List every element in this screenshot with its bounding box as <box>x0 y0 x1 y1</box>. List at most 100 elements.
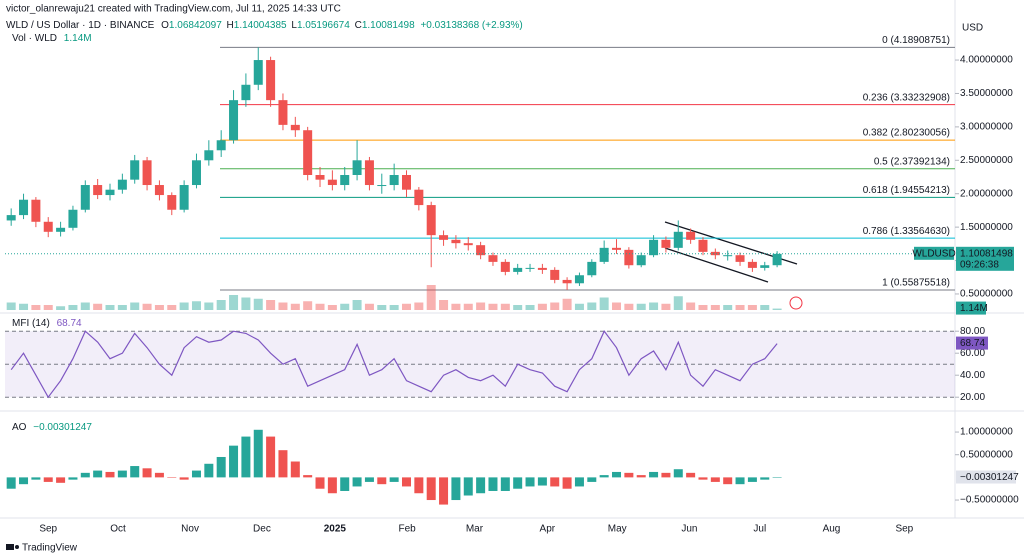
ao-bar <box>266 436 276 478</box>
volume-bar <box>340 303 350 310</box>
candle-body <box>439 235 449 240</box>
volume-bar <box>229 295 239 310</box>
candle-body <box>266 60 276 101</box>
volume-bar <box>414 302 424 310</box>
ao-bar <box>525 477 535 487</box>
y-tick-label: 40.00 <box>960 370 985 381</box>
y-tick-label: 1.50000000 <box>960 222 1013 233</box>
ao-bar <box>587 477 597 482</box>
volume-bar <box>6 302 16 310</box>
volume-bar <box>154 305 164 310</box>
x-tick-label: Feb <box>398 524 416 535</box>
ao-bar <box>463 477 473 496</box>
x-tick-label: Oct <box>110 524 126 535</box>
ao-bar <box>241 436 251 478</box>
ao-bar <box>93 470 103 478</box>
ao-bar <box>735 477 745 485</box>
volume-bar <box>698 305 708 310</box>
ao-bar <box>401 477 411 487</box>
ao-bar <box>710 477 720 482</box>
volume-bar <box>723 305 733 310</box>
volume-bar <box>191 301 201 310</box>
ao-bar <box>686 472 696 478</box>
ao-bar <box>179 477 189 480</box>
candle-body <box>426 205 436 236</box>
volume-bar <box>624 303 634 310</box>
volume-bar <box>747 305 757 310</box>
x-tick-label: Dec <box>253 524 271 535</box>
volume-bar <box>562 298 572 310</box>
candle-body <box>772 253 782 266</box>
ao-legend: AO −0.00301247 <box>12 422 92 433</box>
volume-bar <box>772 308 782 310</box>
y-tick-label: 0.50000000 <box>960 289 1013 300</box>
ao-bar <box>229 445 239 478</box>
symbol: WLD / US Dollar · 1D · BINANCE <box>6 20 155 31</box>
volume-bar <box>488 303 498 310</box>
ao-bar <box>612 471 622 478</box>
ao-bar <box>661 472 671 478</box>
ao-bar <box>191 470 201 478</box>
volume-bar <box>117 305 127 310</box>
mfi-tag-bg <box>956 336 988 350</box>
volume-bar <box>142 303 152 310</box>
volume-bar <box>377 305 387 310</box>
y-tick-label: 2.50000000 <box>960 155 1013 166</box>
x-tick-label: May <box>608 524 627 535</box>
candle-body <box>463 243 473 246</box>
candle-body <box>451 239 461 244</box>
c-label: C <box>355 20 362 31</box>
ao-bar <box>216 456 226 478</box>
ao-bar <box>562 477 572 489</box>
ao-bar <box>352 477 362 487</box>
x-tick-label: Sep <box>895 524 913 535</box>
volume-bar <box>550 302 560 310</box>
candle-body <box>216 140 226 151</box>
candle-body <box>723 255 733 257</box>
volume-bar <box>327 305 337 310</box>
candle-body <box>698 239 708 252</box>
volume-bar <box>389 305 399 310</box>
credit: victor_olanrewaju21 created with Trading… <box>6 4 341 15</box>
candle-body <box>68 209 78 228</box>
candle-body <box>56 227 66 232</box>
fib-label: 0.618 (1.94554213) <box>863 185 950 196</box>
candle-body <box>525 267 535 269</box>
high: 1.14004385 <box>234 20 287 31</box>
ao-bar <box>204 463 214 478</box>
price-tag-bg <box>956 246 1014 271</box>
event-icon <box>789 296 803 310</box>
ao-bar <box>327 477 337 494</box>
candle-body <box>710 251 720 256</box>
x-tick-label: Aug <box>823 524 841 535</box>
volume-bar <box>513 305 523 310</box>
ao-bar <box>80 472 90 478</box>
candle-body <box>241 84 251 101</box>
ao-bar <box>377 477 387 485</box>
volume-bar <box>290 303 300 310</box>
countdown: 09:26:38 <box>960 259 999 270</box>
y-tick-label: 3.00000000 <box>960 122 1013 133</box>
ao-bar <box>599 475 609 478</box>
ao-bar <box>105 471 115 478</box>
candle-body <box>253 60 263 85</box>
candle-body <box>401 175 411 190</box>
mfi-line <box>10 330 778 399</box>
ao-bar <box>414 477 424 494</box>
x-tick-label: 2025 <box>324 524 347 535</box>
ao-bar <box>290 461 300 478</box>
price-tag: 1.10081498 <box>960 248 1013 259</box>
volume-tag: 1.14M <box>960 303 988 314</box>
candle-body <box>105 189 115 196</box>
ao-bar <box>167 477 177 478</box>
ao-bar <box>19 477 29 485</box>
ao-bar <box>142 468 152 478</box>
candle-body <box>191 160 201 186</box>
volume-bar <box>19 303 29 310</box>
ao-bar <box>760 477 770 480</box>
y-tick-label: 2.00000000 <box>960 188 1013 199</box>
ao-bar <box>550 477 560 487</box>
open: 1.06842097 <box>169 20 222 31</box>
volume-bar <box>463 303 473 310</box>
